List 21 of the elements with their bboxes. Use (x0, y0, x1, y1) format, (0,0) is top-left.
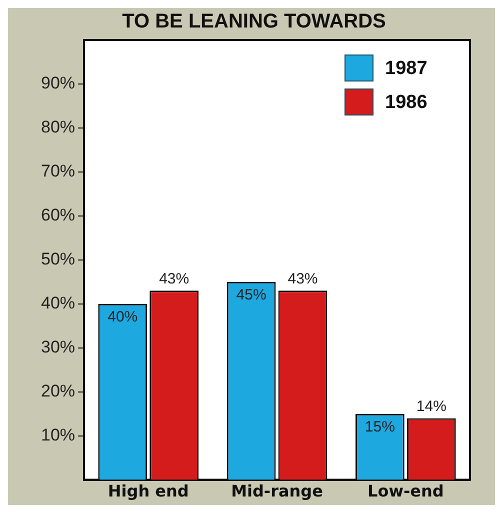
y-tick-label: 10% (40, 426, 76, 445)
x-tick-label: Low-end (368, 482, 444, 501)
legend-label: 1986 (385, 92, 428, 114)
y-tick-label: 70% (40, 162, 76, 181)
data-label: 14% (416, 398, 446, 415)
y-tick-label: 80% (40, 118, 76, 137)
data-label: 45% (236, 286, 266, 304)
data-label: 15% (364, 418, 395, 436)
chart-title: TO BE LEANING TOWARDS (122, 10, 386, 33)
y-tick-label: 40% (40, 294, 76, 313)
y-tick-label: 50% (40, 250, 76, 269)
y-tick-label: 30% (40, 338, 76, 357)
y-tick-label: 60% (40, 206, 76, 225)
y-tick-label: 90% (40, 74, 76, 93)
y-tick-label: 20% (40, 382, 76, 401)
x-tick-label: Mid-range (231, 482, 324, 501)
data-label: 40% (108, 308, 138, 326)
legend-label: 1987 (385, 58, 428, 80)
data-label: 43% (159, 270, 190, 288)
x-tick-label: High end (108, 482, 189, 501)
data-label: 43% (288, 270, 318, 288)
